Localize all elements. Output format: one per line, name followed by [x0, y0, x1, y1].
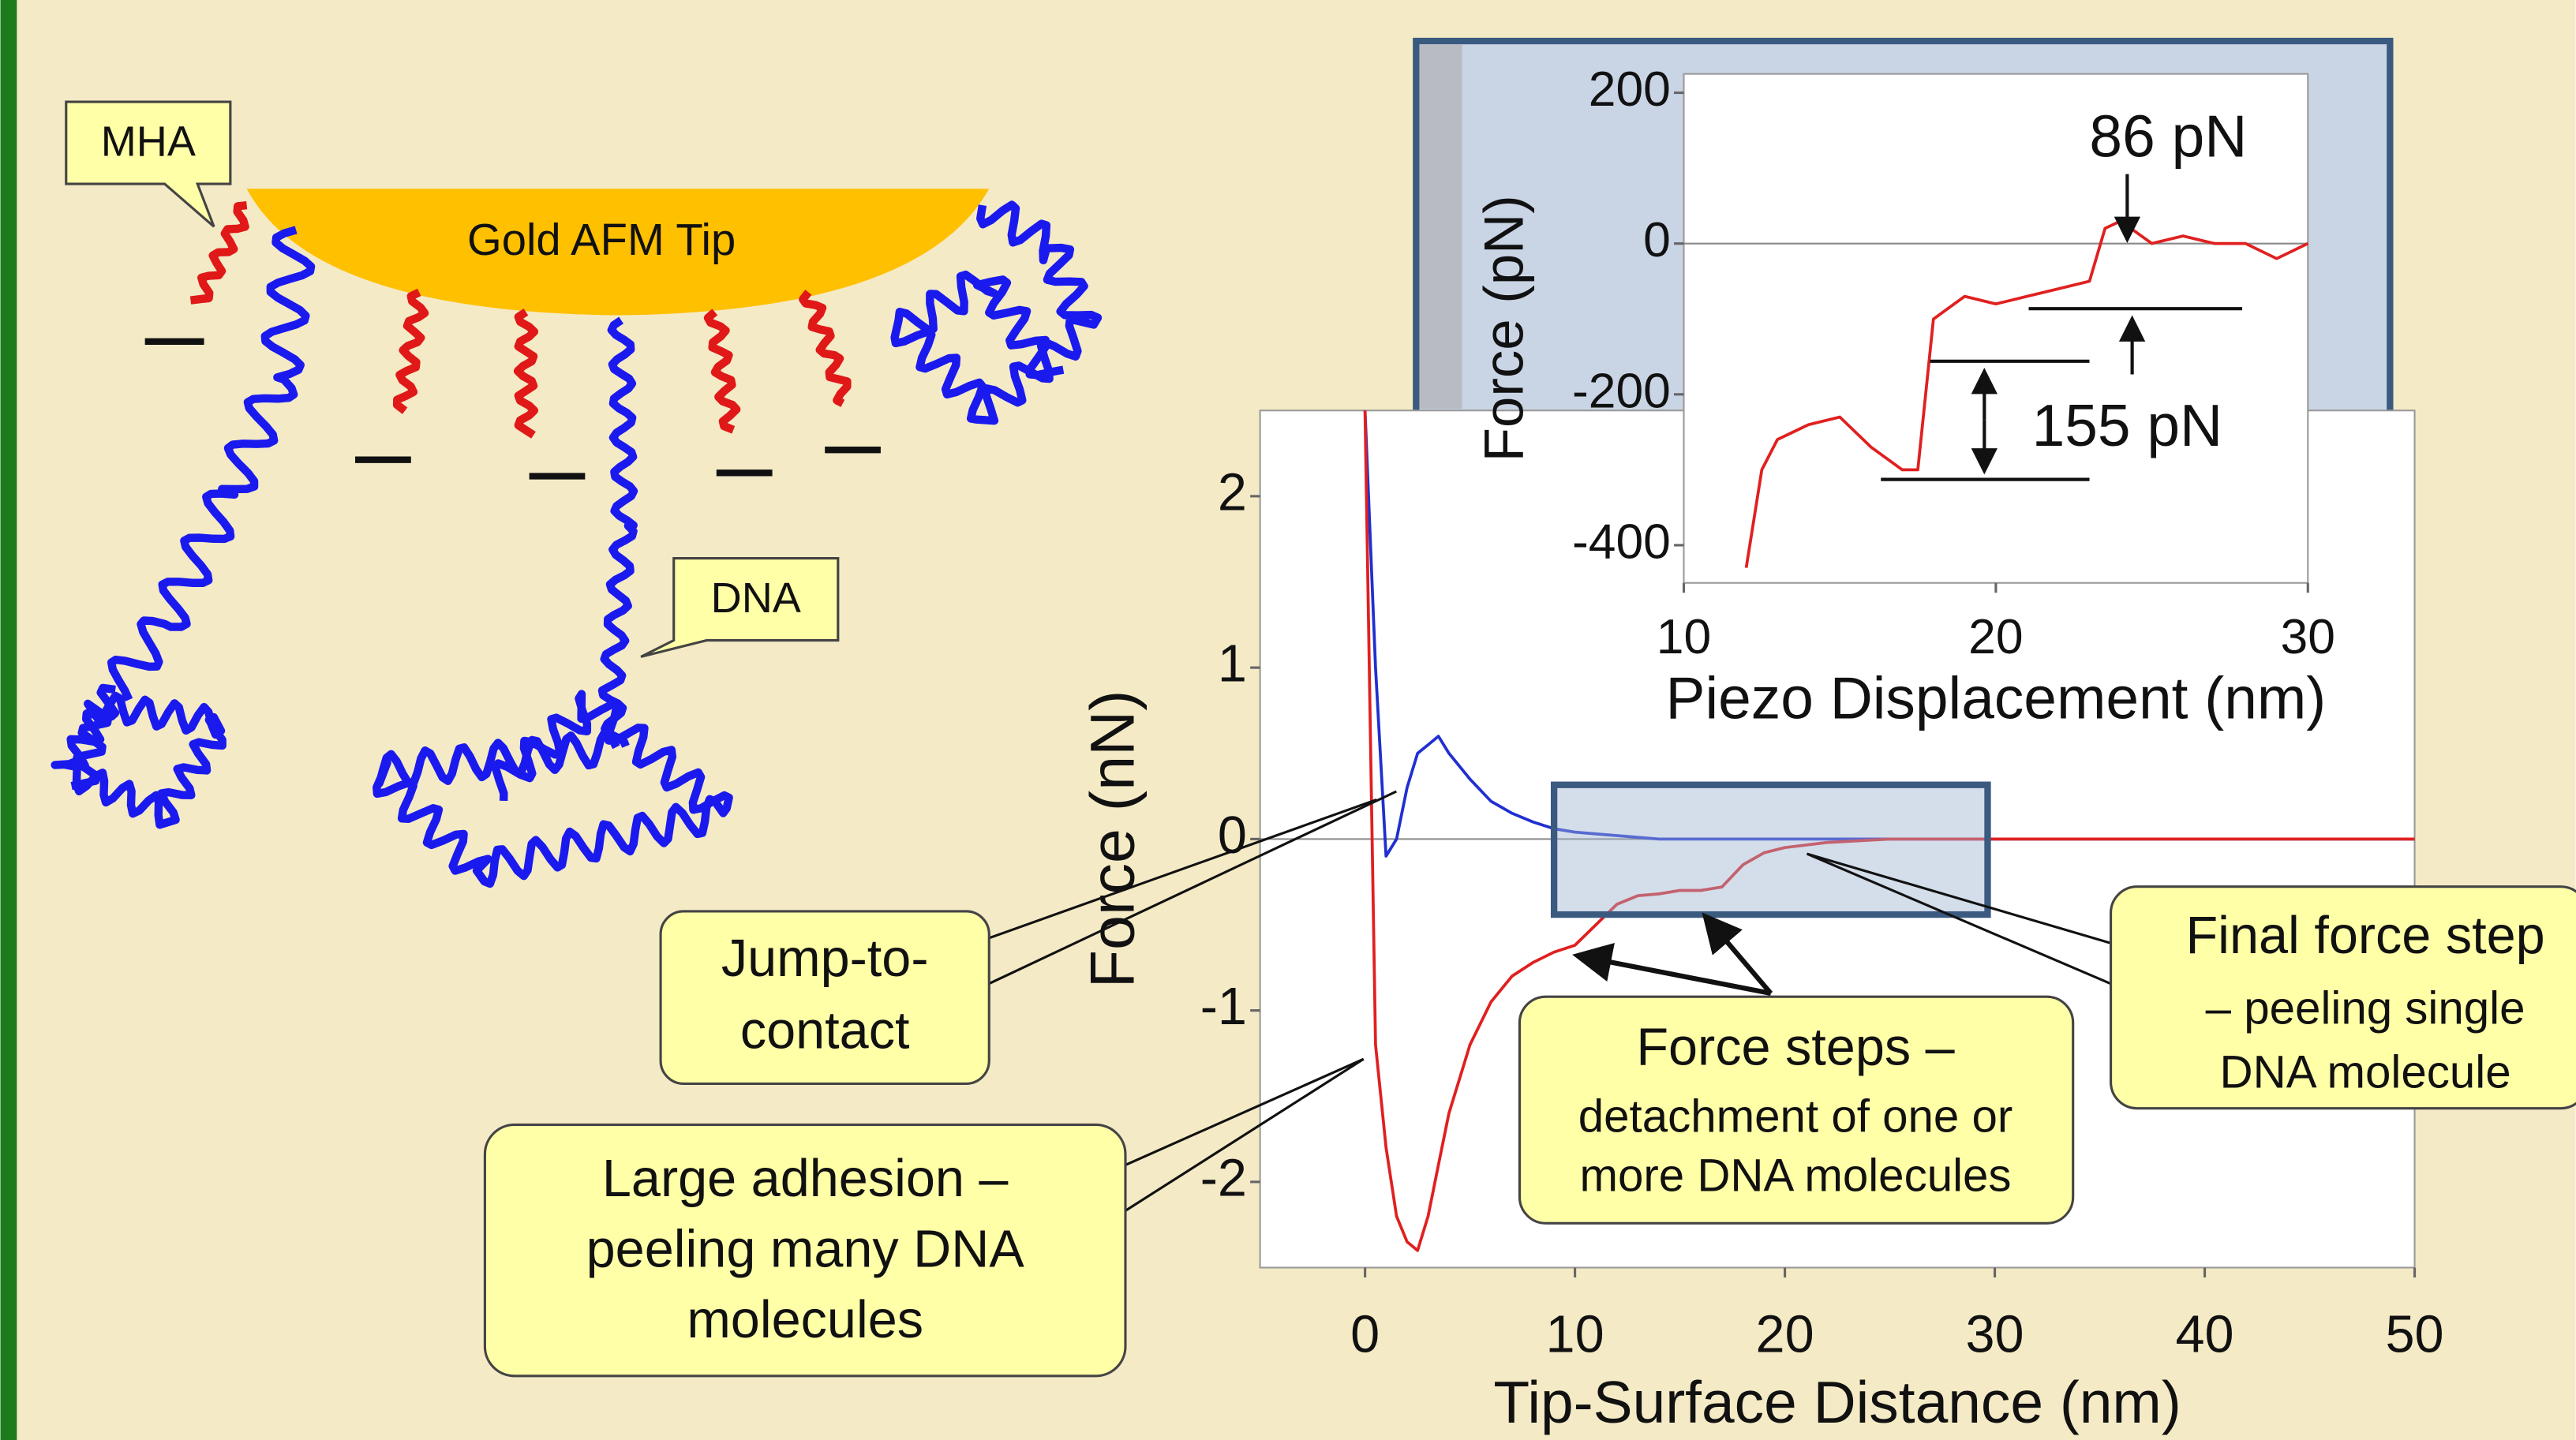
- mha-callout: [65, 100, 232, 228]
- diagram: Gold AFM Tip MHA DNA: [51, 100, 1103, 888]
- zoom-box: [1550, 781, 1991, 918]
- data-line: [1744, 219, 2309, 568]
- side-bar: [0, 0, 17, 1440]
- x-tick-label: 30: [2281, 609, 2335, 664]
- callouts: [483, 790, 2576, 1378]
- molecule: [189, 200, 249, 305]
- y-tick-label: -400: [1572, 514, 1671, 569]
- tip-label: Gold AFM Tip: [467, 215, 736, 264]
- x-axis-title: Tip-Surface Distance (nm): [1493, 1369, 2181, 1435]
- inset-markers: [1881, 174, 2243, 481]
- x-tick-label: 10: [1546, 1306, 1604, 1364]
- charges: [144, 338, 881, 480]
- x-tick-label: 0: [1350, 1306, 1380, 1364]
- annotation: 86 pN: [2089, 103, 2247, 170]
- molecule: [51, 683, 227, 829]
- x-axis-title: Piezo Displacement (nm): [1666, 664, 2327, 731]
- y-tick-label: 1: [1218, 635, 1247, 694]
- callout-line: detachment of one or: [1578, 1091, 2013, 1143]
- x-tick-label: 20: [1756, 1306, 1814, 1364]
- callout-line: Large adhesion –: [602, 1150, 1009, 1208]
- mha-label: MHA: [101, 118, 196, 165]
- y-tick-label: 0: [1643, 212, 1671, 267]
- callout-line: molecules: [687, 1291, 923, 1349]
- callout-line: Force steps –: [1636, 1018, 1954, 1076]
- x-tick-label: 20: [1968, 609, 2023, 664]
- x-tick-label: 50: [2386, 1306, 2444, 1364]
- molecule: [392, 288, 429, 414]
- x-tick-label: 30: [1966, 1306, 2024, 1364]
- molecule: [107, 226, 316, 702]
- gold-tip: [246, 189, 990, 316]
- callout-line: DNA molecule: [2220, 1046, 2511, 1098]
- y-tick-label: -1: [1200, 978, 1247, 1036]
- dna-callout: [640, 556, 840, 658]
- callout-line: contact: [740, 1002, 910, 1060]
- x-tick-label: 10: [1657, 609, 1711, 664]
- annotation: 155 pN: [2032, 392, 2223, 458]
- callout-line: more DNA molecules: [1579, 1150, 2011, 1202]
- callout-line: Jump-to-: [721, 929, 929, 988]
- y-tick-label: 200: [1589, 62, 1671, 117]
- plot-area: [1683, 73, 2309, 584]
- molecule: [890, 200, 1103, 425]
- y-axis-title: Force (nN): [1076, 690, 1147, 988]
- molecule: [799, 290, 852, 407]
- inset-strip: [1419, 44, 1462, 410]
- x-tick-label: 40: [2176, 1306, 2234, 1364]
- y-tick-label: 2: [1218, 463, 1247, 522]
- dna-label: DNA: [711, 574, 801, 622]
- callout-line: Final force step: [2186, 907, 2545, 965]
- molecule: [373, 690, 733, 888]
- y-tick-label: -200: [1572, 363, 1671, 418]
- molecule: [597, 316, 638, 748]
- callout-line: – peeling single: [2206, 982, 2525, 1034]
- molecule: [513, 309, 539, 439]
- y-axis-title: Force (pN): [1473, 195, 1535, 462]
- molecule: [703, 309, 741, 434]
- callout-text: Jump-to-contact Large adhesion – peeling m…: [586, 907, 2545, 1349]
- callout-line: peeling many DNA: [586, 1220, 1025, 1278]
